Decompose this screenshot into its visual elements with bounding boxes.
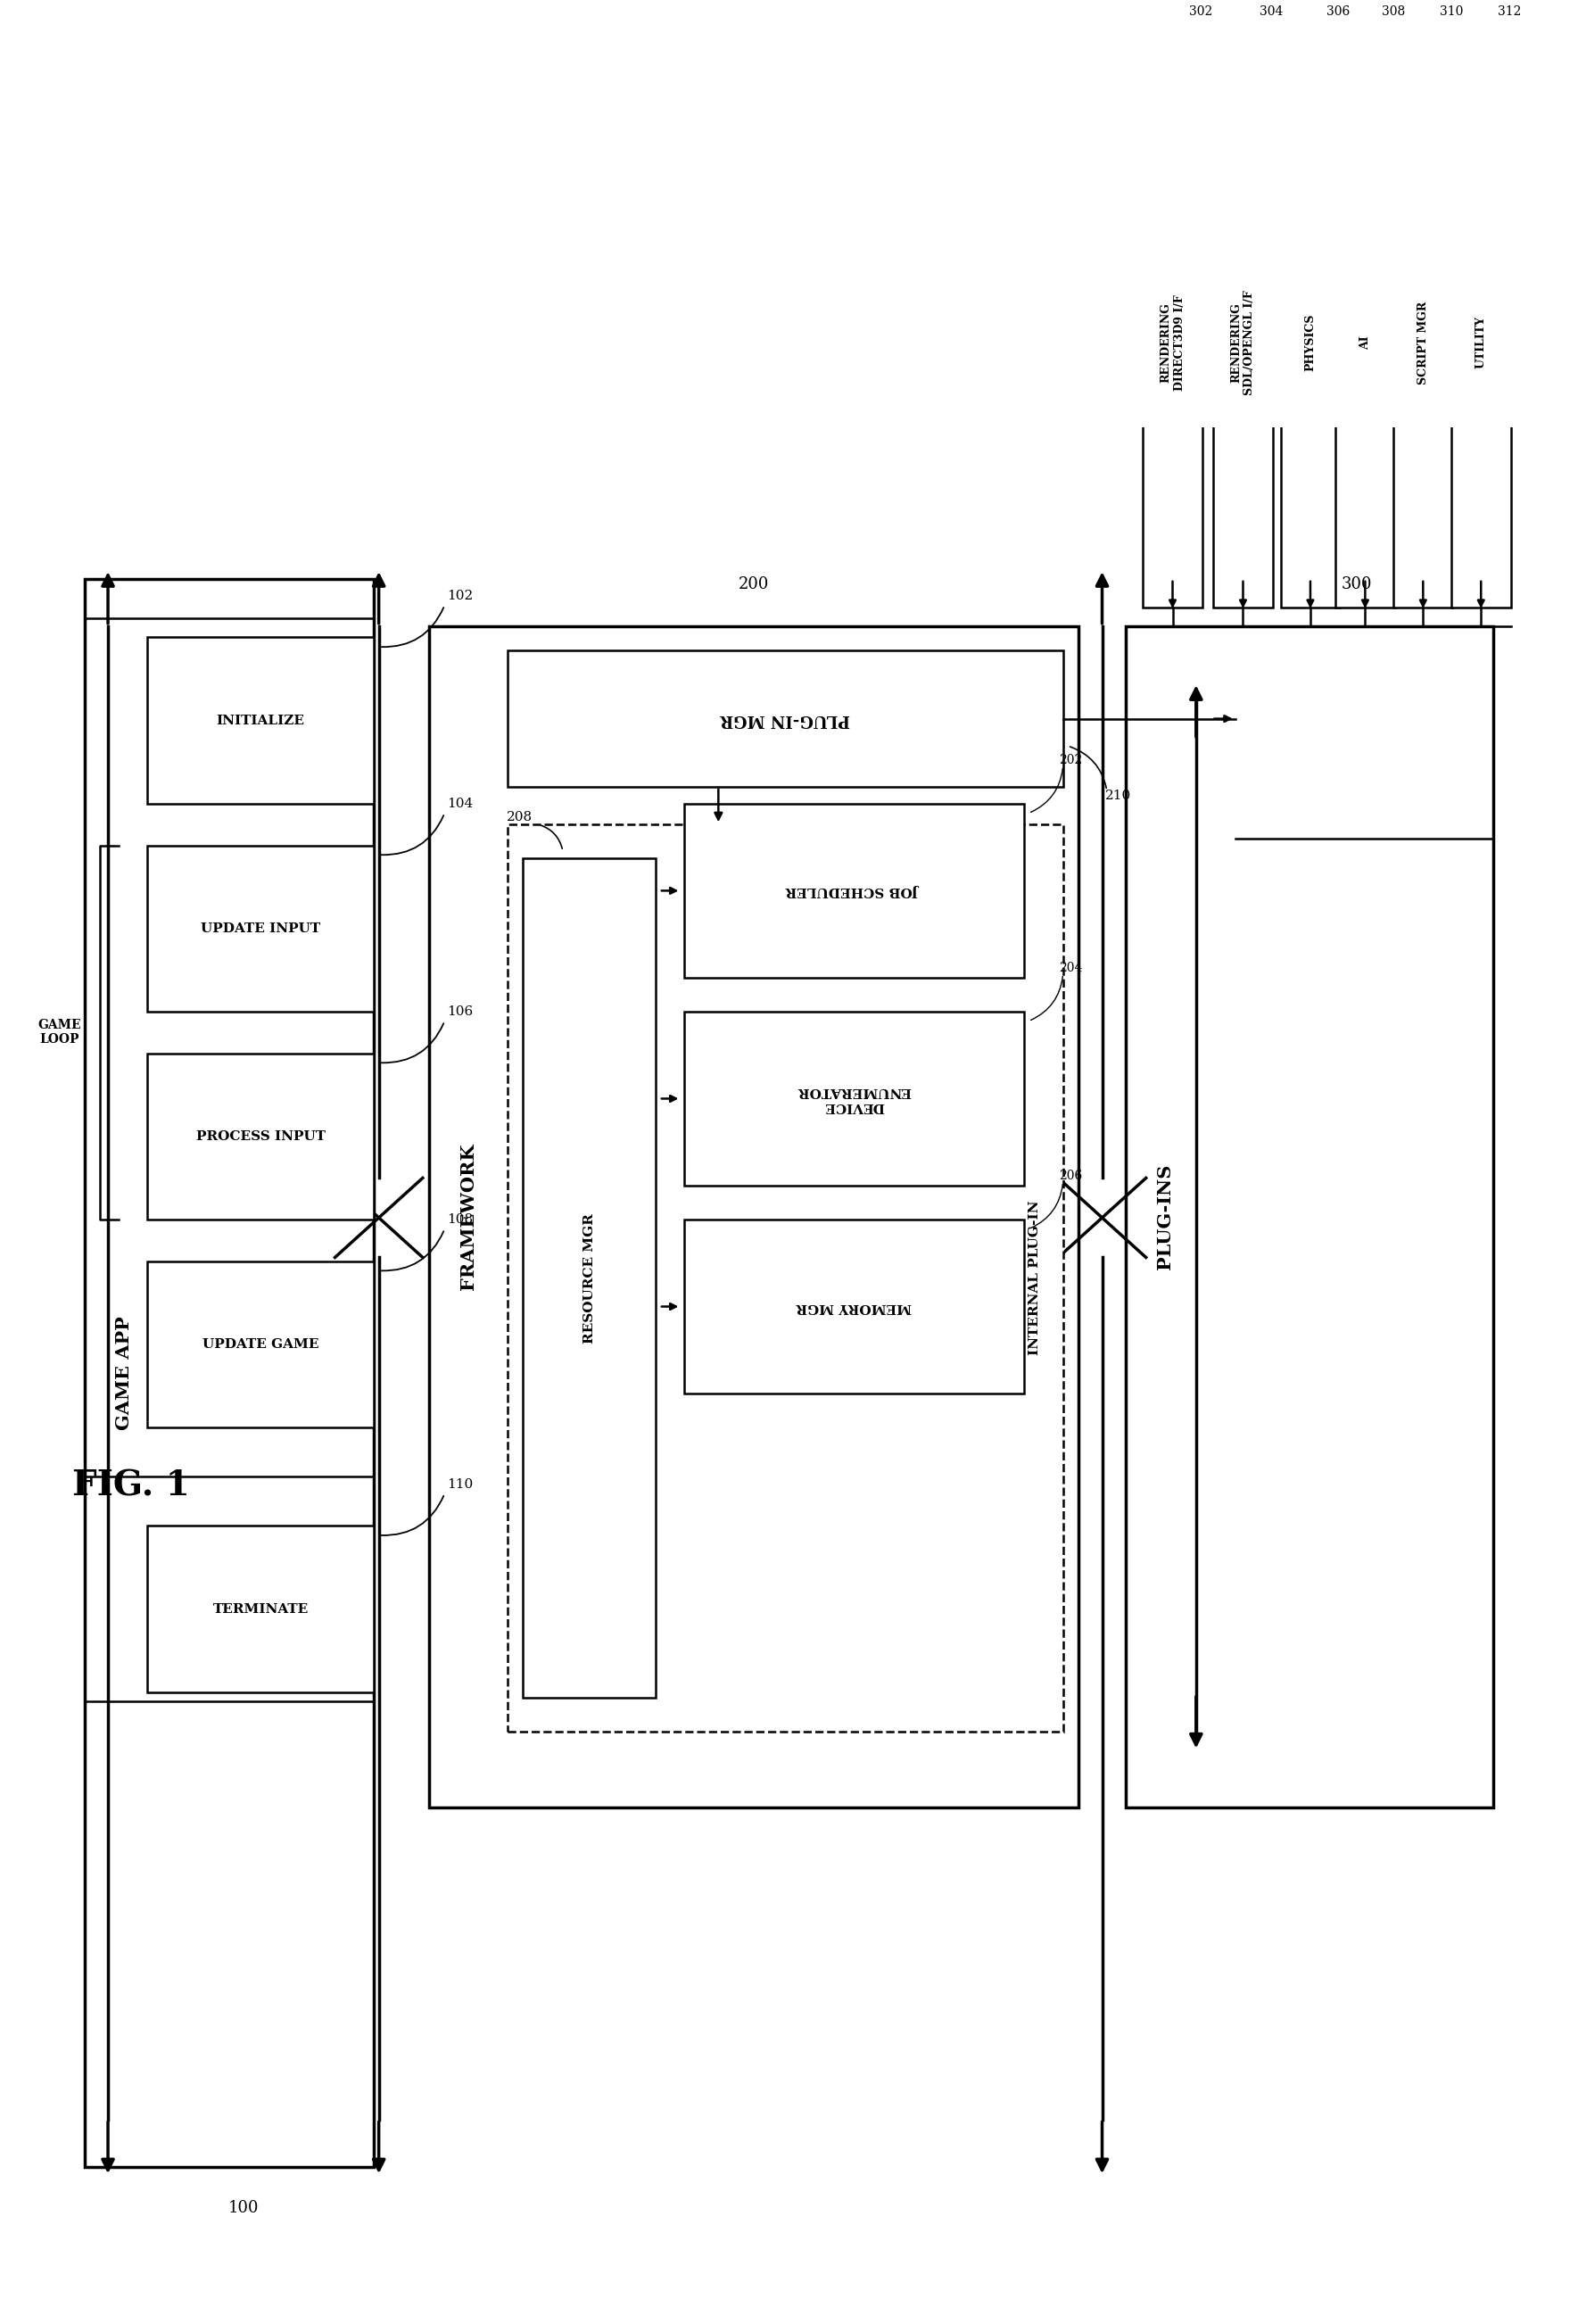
Text: 102: 102 (447, 590, 473, 602)
Text: 310: 310 (1439, 5, 1463, 19)
Text: 306: 306 (1327, 5, 1351, 19)
Text: 108: 108 (447, 1213, 473, 1225)
Text: RENDERING
SDL/OPENGL I/F: RENDERING SDL/OPENGL I/F (1231, 290, 1256, 395)
Bar (1281, 79, 1340, 607)
Bar (507, 651, 1064, 788)
Bar (685, 1011, 1024, 1185)
Text: PLUG-INS: PLUG-INS (1155, 1164, 1174, 1269)
Text: FRAMEWORK: FRAMEWORK (459, 1143, 477, 1290)
Text: RENDERING
DIRECT3D9 I/F: RENDERING DIRECT3D9 I/F (1160, 295, 1185, 390)
Text: SCRIPT MGR: SCRIPT MGR (1417, 300, 1428, 383)
Text: 206: 206 (1059, 1169, 1083, 1183)
Text: UPDATE INPUT: UPDATE INPUT (200, 923, 320, 934)
Text: MEMORY MGR: MEMORY MGR (797, 1301, 912, 1313)
Text: 304: 304 (1259, 5, 1283, 19)
Text: DEVICE
ENUMERATOR: DEVICE ENUMERATOR (797, 1085, 911, 1113)
Text: 106: 106 (447, 1006, 473, 1018)
Bar (147, 1527, 374, 1692)
Text: PROCESS INPUT: PROCESS INPUT (196, 1129, 325, 1143)
Text: 312: 312 (1498, 5, 1521, 19)
Text: 204: 204 (1059, 962, 1083, 974)
Bar (429, 625, 1079, 1808)
Text: 200: 200 (739, 576, 768, 593)
Bar (85, 579, 374, 2166)
Text: 100: 100 (229, 2201, 259, 2217)
Bar (1393, 79, 1453, 607)
Text: 110: 110 (447, 1478, 473, 1490)
Text: TERMINATE: TERMINATE (213, 1604, 308, 1615)
Bar (147, 1053, 374, 1220)
Text: 208: 208 (507, 811, 533, 823)
Text: GAME APP: GAME APP (115, 1315, 133, 1429)
Bar (147, 846, 374, 1011)
Bar (1213, 79, 1273, 607)
Text: INITIALIZE: INITIALIZE (216, 713, 305, 727)
Text: 302: 302 (1190, 5, 1212, 19)
Bar (147, 1262, 374, 1427)
Text: INTERNAL PLUG-IN: INTERNAL PLUG-IN (1029, 1202, 1041, 1355)
Text: 308: 308 (1382, 5, 1404, 19)
Text: AI: AI (1359, 335, 1371, 349)
Text: 300: 300 (1341, 576, 1371, 593)
Text: JOB SCHEDULER: JOB SCHEDULER (787, 885, 920, 897)
Bar (685, 1220, 1024, 1394)
Text: PLUG-IN MGR: PLUG-IN MGR (720, 711, 851, 727)
Bar (685, 804, 1024, 978)
Bar (147, 637, 374, 804)
Text: UPDATE GAME: UPDATE GAME (202, 1339, 319, 1350)
Bar (522, 858, 656, 1699)
Text: 104: 104 (447, 797, 473, 811)
Bar (1125, 625, 1493, 1808)
Bar (1452, 79, 1510, 607)
Bar (507, 825, 1064, 1731)
Bar (1142, 79, 1202, 607)
Bar (1335, 79, 1395, 607)
Text: RESOURCE MGR: RESOURCE MGR (584, 1213, 595, 1343)
Text: PHYSICS: PHYSICS (1305, 314, 1316, 372)
Text: 210: 210 (1105, 790, 1131, 802)
Text: UTILITY: UTILITY (1475, 316, 1486, 370)
Text: FIG. 1: FIG. 1 (73, 1469, 191, 1504)
Text: GAME
LOOP: GAME LOOP (38, 1018, 80, 1046)
Text: 202: 202 (1059, 753, 1083, 767)
